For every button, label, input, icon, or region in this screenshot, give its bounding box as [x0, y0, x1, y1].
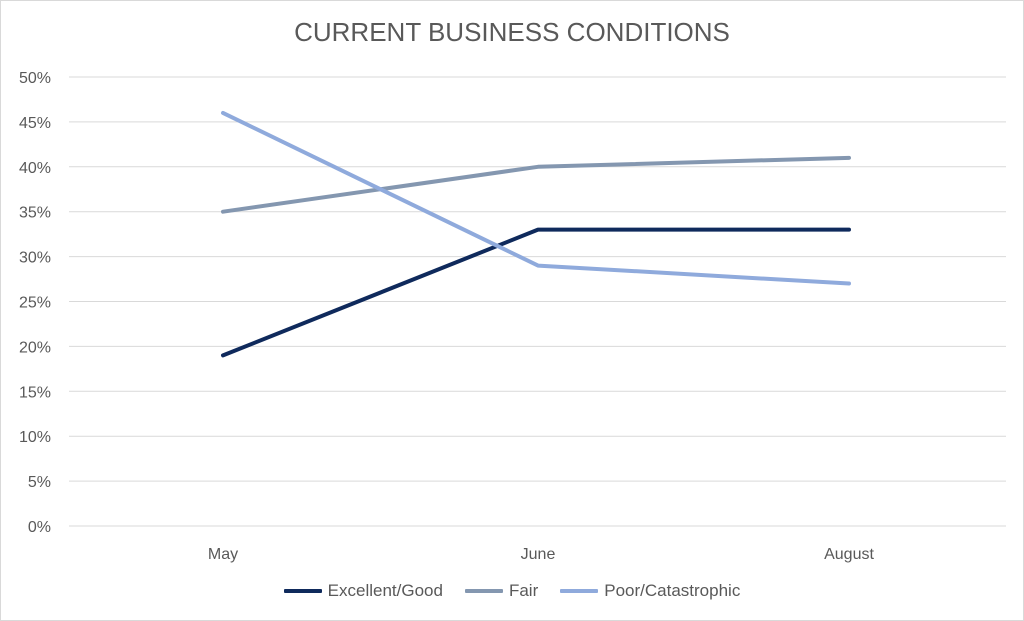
- series-lines: [221, 110, 851, 358]
- x-axis-tick-labels: May June August: [208, 546, 875, 563]
- y-tick-label: 10%: [19, 429, 51, 446]
- y-tick-label: 15%: [19, 384, 51, 401]
- legend-item: Fair: [464, 581, 539, 601]
- x-tick-label: May: [208, 546, 238, 563]
- chart-title: CURRENT BUSINESS CONDITIONS: [294, 17, 730, 47]
- legend-label: Fair: [508, 581, 539, 600]
- gridlines: [69, 76, 1006, 527]
- legend-swatch: [560, 589, 599, 593]
- legend-item: Excellent/Good: [283, 581, 443, 601]
- y-tick-label: 20%: [19, 339, 51, 356]
- y-tick-label: 40%: [19, 160, 51, 177]
- legend-item: Poor/Catastrophic: [560, 581, 740, 601]
- legend-swatch: [283, 589, 322, 593]
- legend-label: Excellent/Good: [327, 581, 443, 600]
- y-tick-label: 35%: [19, 205, 51, 222]
- series-line-excellent-good: [221, 227, 851, 358]
- y-tick-label: 5%: [28, 474, 51, 491]
- series-line-poor-catastrophic: [221, 110, 851, 286]
- legend-swatch: [464, 589, 503, 593]
- legend-label: Poor/Catastrophic: [604, 581, 741, 600]
- y-axis-tick-labels: 0% 5% 10% 15% 20% 25% 30% 35% 40% 45% 50%: [19, 70, 51, 536]
- y-tick-label: 50%: [19, 70, 51, 87]
- x-tick-label: August: [824, 546, 874, 563]
- legend: Excellent/Good Fair Poor/Catastrophic: [1, 581, 1023, 601]
- series-line-fair: [221, 155, 851, 214]
- y-tick-label: 45%: [19, 115, 51, 132]
- x-tick-label: June: [521, 546, 556, 563]
- y-tick-label: 25%: [19, 295, 51, 312]
- y-tick-label: 0%: [28, 519, 51, 536]
- y-tick-label: 30%: [19, 250, 51, 267]
